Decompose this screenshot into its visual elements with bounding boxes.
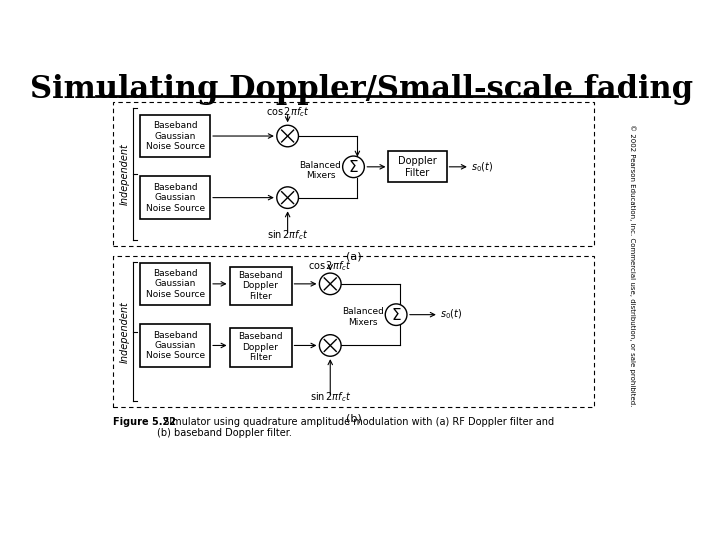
Bar: [230, 328, 292, 367]
Text: $\Sigma$: $\Sigma$: [348, 159, 359, 175]
Text: $\cos 2\pi f_c t$: $\cos 2\pi f_c t$: [266, 106, 310, 119]
Text: $\Sigma$: $\Sigma$: [391, 307, 402, 323]
Bar: [140, 177, 210, 219]
Text: Doppler
Filter: Doppler Filter: [398, 156, 437, 178]
Text: $\sin 2\pi f_c t$: $\sin 2\pi f_c t$: [310, 390, 351, 403]
Text: Baseband
Gaussian
Noise Source: Baseband Gaussian Noise Source: [145, 330, 204, 360]
Bar: [230, 267, 292, 305]
Text: Independent: Independent: [120, 301, 130, 362]
Circle shape: [276, 187, 299, 208]
Text: Baseband
Doppler
Filter: Baseband Doppler Filter: [238, 333, 283, 362]
Text: Simulator using quadrature amplitude modulation with (a) RF Doppler filter and
(: Simulator using quadrature amplitude mod…: [158, 417, 554, 438]
Text: (b): (b): [346, 414, 361, 423]
Circle shape: [320, 335, 341, 356]
Text: Baseband
Gaussian
Noise Source: Baseband Gaussian Noise Source: [145, 269, 204, 299]
Bar: [388, 151, 446, 182]
Text: Baseband
Gaussian
Noise Source: Baseband Gaussian Noise Source: [145, 183, 204, 213]
Bar: [113, 256, 594, 408]
Text: $s_0(t)$: $s_0(t)$: [472, 160, 494, 174]
Text: $s_0(t)$: $s_0(t)$: [441, 308, 462, 321]
Circle shape: [320, 273, 341, 295]
Circle shape: [385, 304, 407, 326]
Text: (a): (a): [346, 252, 361, 262]
Bar: [113, 102, 594, 246]
Circle shape: [343, 156, 364, 178]
Text: Baseband
Doppler
Filter: Baseband Doppler Filter: [238, 271, 283, 301]
Text: Simulating Doppler/Small-scale fading: Simulating Doppler/Small-scale fading: [30, 74, 693, 105]
Text: Balanced
Mixers: Balanced Mixers: [300, 161, 341, 180]
Text: © 2002 Pearson Education, Inc. Commercial use, distribution, or sale prohibited.: © 2002 Pearson Education, Inc. Commercia…: [629, 124, 636, 406]
Circle shape: [276, 125, 299, 147]
Bar: [140, 325, 210, 367]
Text: Balanced
Mixers: Balanced Mixers: [342, 307, 384, 327]
Text: $\sin 2\pi f_c t$: $\sin 2\pi f_c t$: [267, 228, 308, 242]
Text: Figure 5.22: Figure 5.22: [113, 417, 176, 427]
Text: $\cos 2\pi f_c t$: $\cos 2\pi f_c t$: [308, 260, 352, 273]
Bar: [140, 262, 210, 305]
Text: Baseband
Gaussian
Noise Source: Baseband Gaussian Noise Source: [145, 121, 204, 151]
Text: Independent: Independent: [120, 143, 130, 205]
Bar: [140, 115, 210, 157]
